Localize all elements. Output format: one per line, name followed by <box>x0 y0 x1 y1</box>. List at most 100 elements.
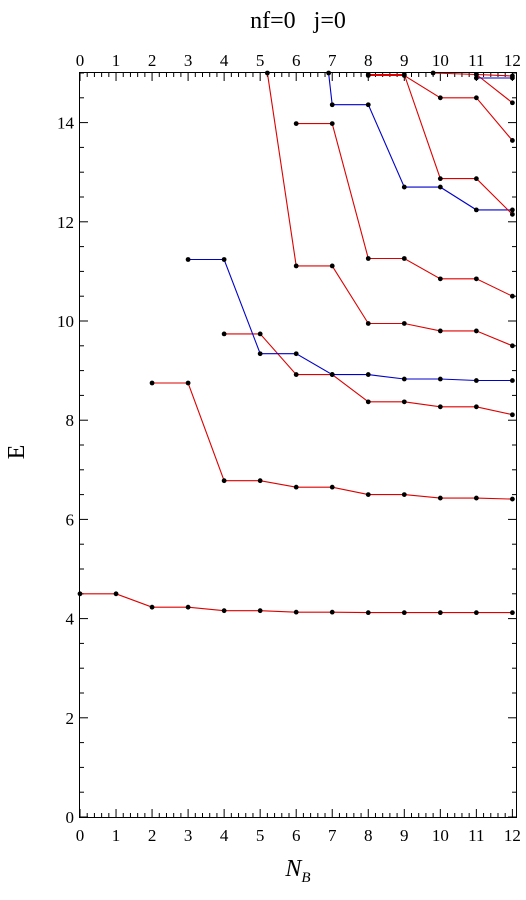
data-point <box>221 331 227 337</box>
data-point <box>473 610 479 616</box>
x-axis-label-subscript: B <box>301 870 310 886</box>
data-point <box>185 604 191 610</box>
data-point <box>329 121 335 126</box>
y-tick-label: 4 <box>66 610 75 629</box>
data-point <box>221 257 227 262</box>
x-tick-label-bottom: 12 <box>504 826 521 845</box>
data-point <box>293 263 299 269</box>
data-point <box>473 328 479 334</box>
data-point <box>365 399 371 405</box>
data-point <box>257 478 263 484</box>
data-point <box>329 484 335 490</box>
data-point <box>509 610 515 616</box>
x-tick-label-bottom: 8 <box>364 826 373 845</box>
y-tick-label: 6 <box>66 510 75 529</box>
x-tick-label-bottom: 10 <box>432 826 449 845</box>
x-tick-label-bottom: 4 <box>220 826 229 845</box>
data-point <box>329 609 335 615</box>
data-point <box>509 293 515 299</box>
x-tick-label-bottom: 11 <box>468 826 484 845</box>
data-point <box>437 376 443 382</box>
data-point <box>365 321 371 326</box>
data-point <box>365 102 371 108</box>
data-point <box>509 412 515 418</box>
x-tick-label-top: 4 <box>220 51 229 70</box>
data-point <box>473 495 479 501</box>
x-tick-label-top: 10 <box>432 51 449 70</box>
series-line <box>188 258 513 382</box>
data-point <box>437 328 443 334</box>
y-tick-label: 14 <box>57 114 75 133</box>
data-point <box>401 321 407 326</box>
series-line <box>476 73 513 77</box>
data-point <box>509 496 515 502</box>
x-tick-label-top: 2 <box>148 51 157 70</box>
x-tick-label-bottom: 9 <box>400 826 409 845</box>
data-point <box>509 343 515 349</box>
data-point <box>509 378 515 383</box>
x-tick-label-bottom: 0 <box>76 826 85 845</box>
data-point <box>221 608 227 614</box>
data-point <box>473 176 479 182</box>
data-point <box>473 207 479 213</box>
data-point <box>329 102 335 108</box>
x-tick-label-bottom: 3 <box>184 826 193 845</box>
data-point <box>473 95 479 101</box>
x-tick-label-top: 11 <box>468 51 484 70</box>
data-point <box>257 608 263 614</box>
data-point <box>437 95 443 101</box>
data-point <box>473 276 479 282</box>
data-point <box>365 372 371 377</box>
data-point <box>293 609 299 615</box>
x-tick-label-top: 6 <box>292 51 301 70</box>
data-point <box>293 121 299 126</box>
series-line <box>328 72 513 211</box>
x-tick-label-bottom: 1 <box>112 826 121 845</box>
data-point <box>293 484 299 490</box>
data-point <box>401 610 407 616</box>
data-point <box>509 138 515 143</box>
x-axis-label: NB <box>284 856 310 886</box>
x-tick-label-top: 1 <box>112 51 121 70</box>
data-point <box>185 380 191 386</box>
data-point <box>437 610 443 616</box>
data-point <box>365 256 371 261</box>
x-tick-label-top: 12 <box>504 51 521 70</box>
chart-title: nf=0 j=0 <box>250 8 346 34</box>
data-point <box>221 478 227 484</box>
data-point <box>437 276 443 282</box>
data-point <box>509 211 515 217</box>
axis-ticks: 0011223344556677889910101111121202468101… <box>57 51 521 845</box>
data-point <box>437 184 443 190</box>
data-point <box>293 372 299 377</box>
data-point <box>509 207 515 213</box>
y-tick-label: 0 <box>66 808 75 827</box>
data-point <box>401 399 407 405</box>
data-point <box>365 610 371 616</box>
y-tick-label: 10 <box>57 312 74 331</box>
data-point <box>473 378 479 383</box>
y-tick-label: 2 <box>66 709 75 728</box>
data-point <box>401 492 407 497</box>
data-point <box>473 72 479 77</box>
data-point <box>257 351 263 357</box>
y-axis-label: E <box>4 445 30 460</box>
plot-frame <box>79 72 517 818</box>
data-point <box>149 380 155 386</box>
series-line <box>152 382 513 500</box>
data-point <box>149 604 155 610</box>
data-point <box>401 184 407 190</box>
data-point <box>365 492 371 497</box>
x-tick-label-top: 5 <box>256 51 265 70</box>
data-point <box>401 73 407 78</box>
data-point <box>437 495 443 501</box>
data-point <box>401 376 407 382</box>
x-tick-label-top: 8 <box>364 51 373 70</box>
data-point <box>185 257 191 262</box>
x-tick-label-bottom: 6 <box>292 826 301 845</box>
data-point <box>365 73 371 78</box>
data-point <box>113 591 119 597</box>
data-point <box>509 100 515 106</box>
data-point <box>509 73 515 79</box>
